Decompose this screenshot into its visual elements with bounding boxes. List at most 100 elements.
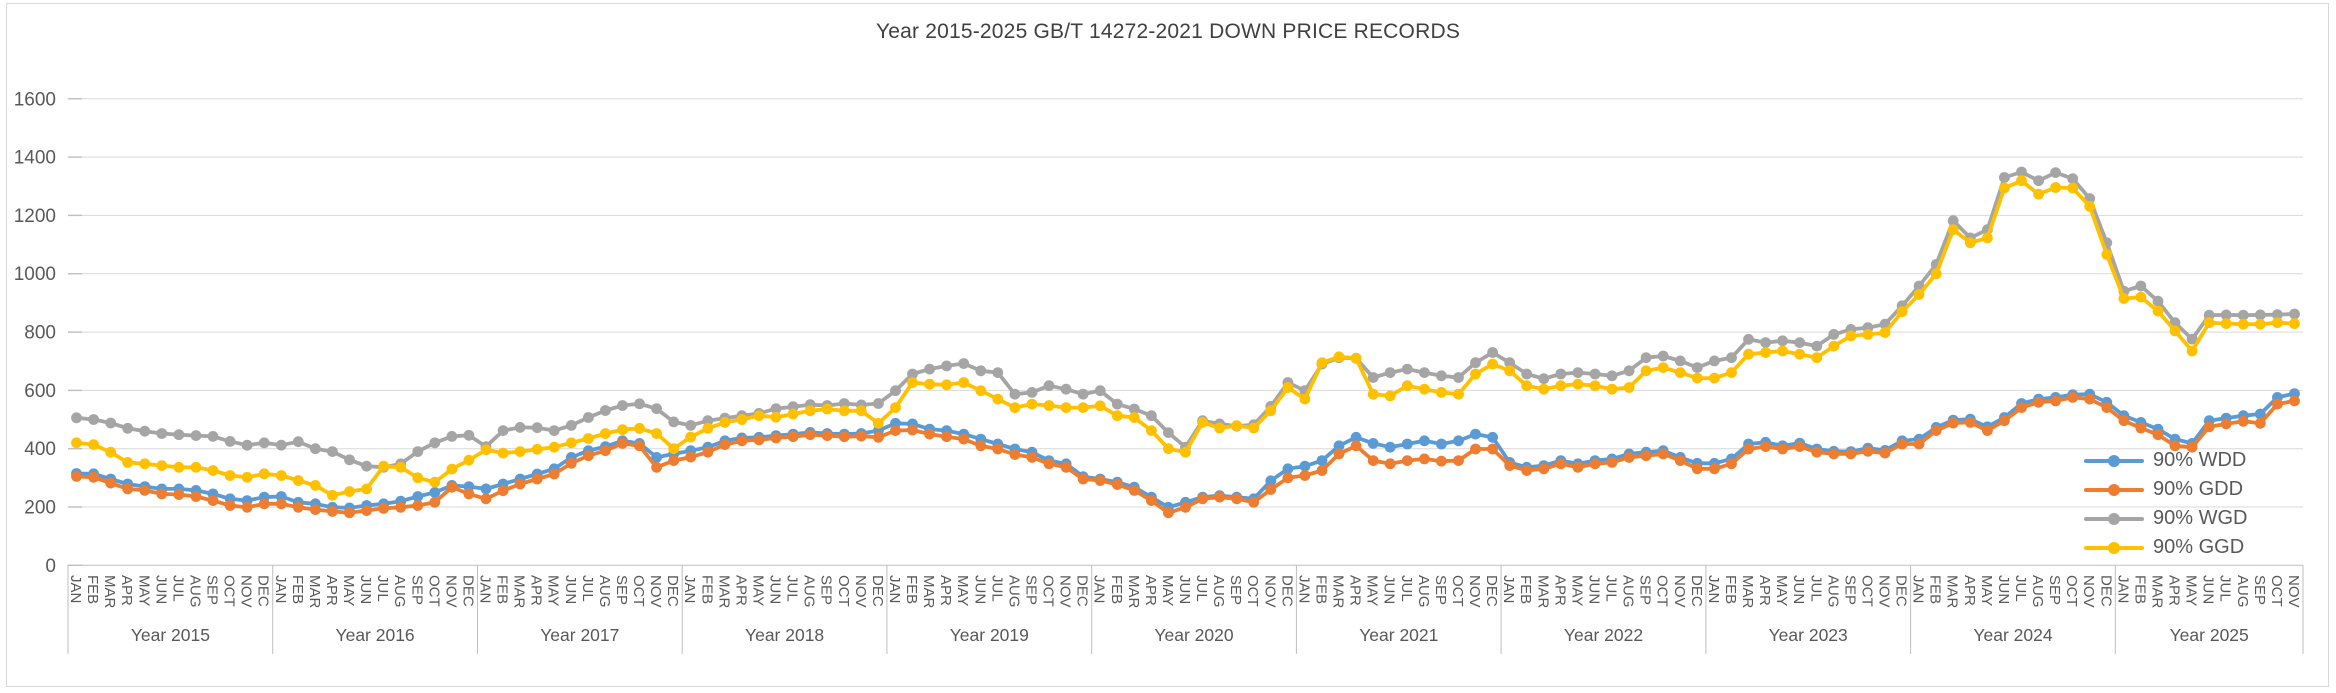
data-point [685, 431, 697, 443]
month-label: APR [1961, 575, 1978, 606]
data-point [173, 461, 185, 473]
month-label: APR [118, 575, 135, 606]
data-point [1913, 289, 1925, 300]
data-point [634, 398, 645, 410]
data-point [821, 403, 833, 415]
month-label: JUL [2012, 575, 2029, 602]
month-label: MAR [1739, 575, 1756, 609]
data-point [804, 429, 816, 441]
month-label: AUG [391, 575, 408, 608]
month-label: OCT [835, 575, 852, 607]
data-point [1299, 393, 1311, 405]
data-point [1077, 402, 1089, 413]
data-point [2254, 408, 2266, 420]
data-point [1026, 398, 1038, 410]
month-label: SEP [1227, 575, 1244, 605]
legend-label-wgd: 90% WGD [2153, 507, 2248, 529]
month-label: JUN [971, 575, 988, 604]
data-point [258, 468, 270, 480]
data-point [1419, 453, 1430, 465]
month-label: JAN [1910, 575, 1927, 603]
data-point [1470, 428, 1481, 440]
month-label: JAN [1705, 575, 1722, 603]
data-point [992, 393, 1004, 405]
month-label: OCT [1858, 575, 1875, 607]
data-point [122, 457, 134, 468]
data-point [1367, 455, 1379, 466]
data-point [275, 439, 287, 451]
data-point [2220, 318, 2232, 329]
data-point [1248, 422, 1260, 434]
data-point [275, 498, 287, 510]
data-point [1760, 441, 1771, 452]
data-point [327, 489, 338, 501]
data-point [1367, 438, 1379, 449]
data-point [1845, 330, 1857, 342]
data-point [2152, 429, 2164, 441]
data-point [2050, 395, 2062, 407]
data-point [1794, 441, 1806, 452]
data-point [122, 483, 134, 495]
data-point [1640, 352, 1652, 364]
month-label: JUN [2200, 575, 2217, 604]
data-point [1606, 457, 1618, 468]
data-point [787, 431, 799, 443]
data-point [583, 450, 594, 462]
data-point [1009, 449, 1021, 460]
data-point [958, 377, 970, 388]
data-point [1726, 458, 1737, 470]
month-label: SEP [613, 575, 630, 605]
month-label: APR [528, 575, 545, 606]
month-label: DEC [459, 575, 476, 607]
month-label: OCT [1244, 575, 1261, 607]
data-point [1521, 380, 1533, 392]
data-point [139, 425, 151, 437]
data-point [1657, 350, 1669, 362]
data-point [907, 424, 918, 436]
data-point [1930, 268, 1942, 280]
chart-title: Year 2015-2025 GB/T 14272-2021 DOWN PRIC… [875, 20, 1461, 43]
data-point [1094, 385, 1106, 397]
data-point [531, 443, 543, 455]
data-point [890, 425, 901, 436]
data-point [2101, 249, 2113, 260]
data-point [1845, 448, 1857, 460]
month-label: JAN [1295, 575, 1312, 603]
month-label: NOV [2285, 575, 2302, 608]
month-label: AUG [801, 575, 818, 608]
data-point [1862, 329, 1874, 340]
data-point [1811, 352, 1823, 364]
month-label: MAR [920, 575, 937, 609]
data-point [480, 493, 492, 505]
data-point [2237, 415, 2249, 427]
data-point [838, 405, 850, 417]
data-point [207, 495, 219, 506]
data-point [685, 451, 697, 463]
y-axis-label: 0 [45, 556, 56, 577]
month-label: AUG [1824, 575, 1841, 608]
data-point [753, 434, 765, 446]
data-point [275, 470, 287, 481]
data-point [1777, 335, 1788, 347]
data-point [1384, 367, 1396, 378]
data-point [1094, 475, 1106, 486]
data-point [1350, 431, 1362, 443]
month-label: NOV [2080, 575, 2097, 608]
data-point [1760, 347, 1771, 358]
month-label: OCT [1654, 575, 1671, 607]
data-point [1077, 473, 1089, 485]
data-point [583, 412, 594, 423]
data-point [873, 417, 884, 429]
data-point [344, 486, 355, 497]
data-point [241, 501, 253, 513]
month-label: MAR [715, 575, 732, 609]
data-point [1760, 337, 1771, 348]
month-label: JUL [169, 575, 186, 602]
data-point [1043, 380, 1055, 392]
data-point [190, 430, 202, 441]
data-point [1265, 484, 1277, 495]
month-label: JUN [357, 575, 374, 604]
month-label: AUG [1415, 575, 1432, 608]
data-point [2067, 392, 2079, 403]
data-point [1657, 448, 1669, 460]
